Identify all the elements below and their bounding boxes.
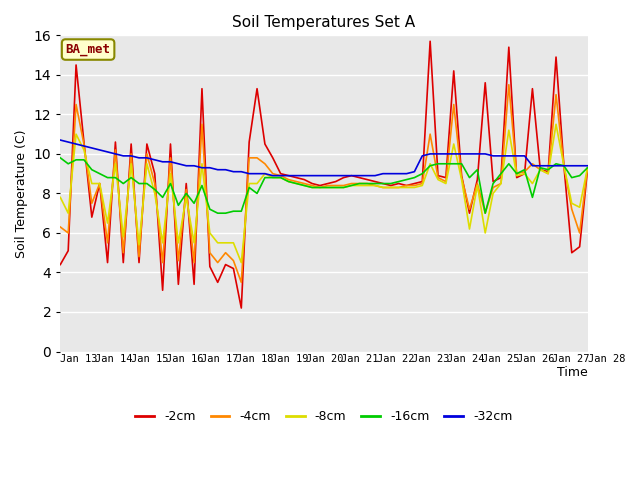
Y-axis label: Soil Temperature (C): Soil Temperature (C) bbox=[15, 129, 28, 258]
Title: Soil Temperatures Set A: Soil Temperatures Set A bbox=[232, 15, 415, 30]
X-axis label: Time: Time bbox=[557, 366, 588, 379]
Text: BA_met: BA_met bbox=[66, 43, 111, 56]
Legend: -2cm, -4cm, -8cm, -16cm, -32cm: -2cm, -4cm, -8cm, -16cm, -32cm bbox=[131, 405, 518, 428]
